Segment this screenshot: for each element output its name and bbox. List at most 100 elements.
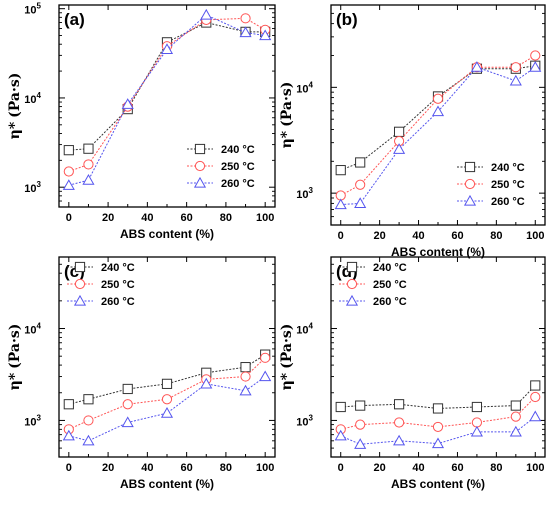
data-point [259,29,272,41]
y-tick-base: 10 [24,183,36,195]
x-axis-label: ABS content (%) [391,245,485,259]
data-point [529,410,542,422]
data-point [393,434,406,446]
x-tick-label: 40 [141,212,153,224]
series-1 [335,380,541,414]
data-point [240,371,251,382]
x-tick-label: 20 [374,462,386,474]
data-point [259,370,272,382]
legend-label: 260 °C [373,296,407,308]
y-tick-label: 104 [24,322,41,337]
x-tick-label: 0 [66,212,72,224]
y-axis-label: η* (Pa·s) [7,324,23,391]
legend-marker [463,194,477,206]
y-tick-base: 10 [24,325,36,337]
x-tick-label: 80 [490,462,502,474]
series-1 [63,17,271,156]
data-point [355,419,366,430]
y-axis-unit: (Pa·s) [279,324,295,369]
y-tick-label: 103 [24,180,41,195]
data-point [200,8,213,20]
panel-label: (a) [64,10,85,29]
data-point [121,416,134,428]
data-point [121,98,134,109]
data-point [82,174,95,185]
legend-marker [346,261,358,273]
legend-label: 250 °C [373,279,407,291]
y-axis-label: η* (Pa·s) [7,73,23,140]
data-point [239,384,252,396]
data-point [161,378,173,389]
x-tick-label: 40 [412,462,424,474]
series-3 [334,61,542,210]
legend-marker [193,176,207,188]
y-axis-symbol: η* [279,372,295,390]
data-point [335,401,346,413]
y-tick-base: 10 [24,94,36,106]
y-tick-exponent: 3 [37,413,42,422]
series-line [340,65,536,171]
series-2 [63,352,271,435]
series-line [68,357,266,430]
x-axis-label: ABS content (%) [391,477,485,491]
y-tick-label: 103 [296,413,313,428]
data-point [354,438,367,449]
y-tick-label: 104 [24,91,41,106]
data-point [530,50,541,61]
legend-label: 240 °C [373,262,407,274]
legend: 240 °C 250 °C 260 °C [187,143,255,190]
data-point [63,145,74,156]
legend-label: 260 °C [221,178,255,190]
data-point [334,429,347,441]
data-point [431,437,445,449]
data-point [160,43,174,54]
legend-label: 240 °C [491,162,525,174]
series-2 [335,391,541,435]
y-tick-base: 10 [24,416,36,428]
y-axis-unit: (Pa·s) [7,73,23,118]
legend-marker [73,294,87,306]
panel-label: (b) [336,10,358,29]
data-point [471,417,483,428]
y-tick-exponent: 5 [37,2,42,11]
data-point [240,362,251,373]
legend-marker [346,278,358,290]
series-1 [335,60,541,176]
x-tick-label: 0 [338,230,344,242]
x-tick-label: 60 [451,462,463,474]
data-point [83,415,94,426]
data-point [432,93,444,104]
legend-label: 260 °C [491,196,525,208]
legend-marker [74,261,86,273]
y-tick-exponent: 4 [309,322,314,331]
series-3 [62,370,272,446]
y-tick-label: 104 [296,80,313,95]
data-point [470,425,483,437]
legend-label: 240 °C [221,144,255,156]
data-point [63,166,74,177]
y-axis-unit: (Pa·s) [7,324,23,369]
x-tick-label: 40 [141,462,153,474]
x-tick-label: 20 [102,462,114,474]
x-axis-label: ABS content (%) [120,227,214,241]
data-point [260,352,271,363]
x-tick-label: 100 [256,212,274,224]
legend-label: 250 °C [221,161,255,173]
data-point [200,377,213,389]
x-tick-label: 100 [526,230,544,242]
data-point [354,197,367,209]
data-point [122,399,133,410]
x-tick-label: 40 [412,230,424,242]
data-point [393,126,405,137]
data-point [431,105,445,117]
y-tick-exponent: 4 [37,91,42,100]
data-point [355,400,366,411]
data-point [509,425,522,437]
y-axis-label: η* (Pa·s) [279,82,295,149]
y-tick-exponent: 4 [309,80,314,89]
data-point [470,61,483,72]
x-tick-label: 80 [220,212,232,224]
y-tick-label: 104 [296,322,313,337]
data-point [432,421,444,433]
